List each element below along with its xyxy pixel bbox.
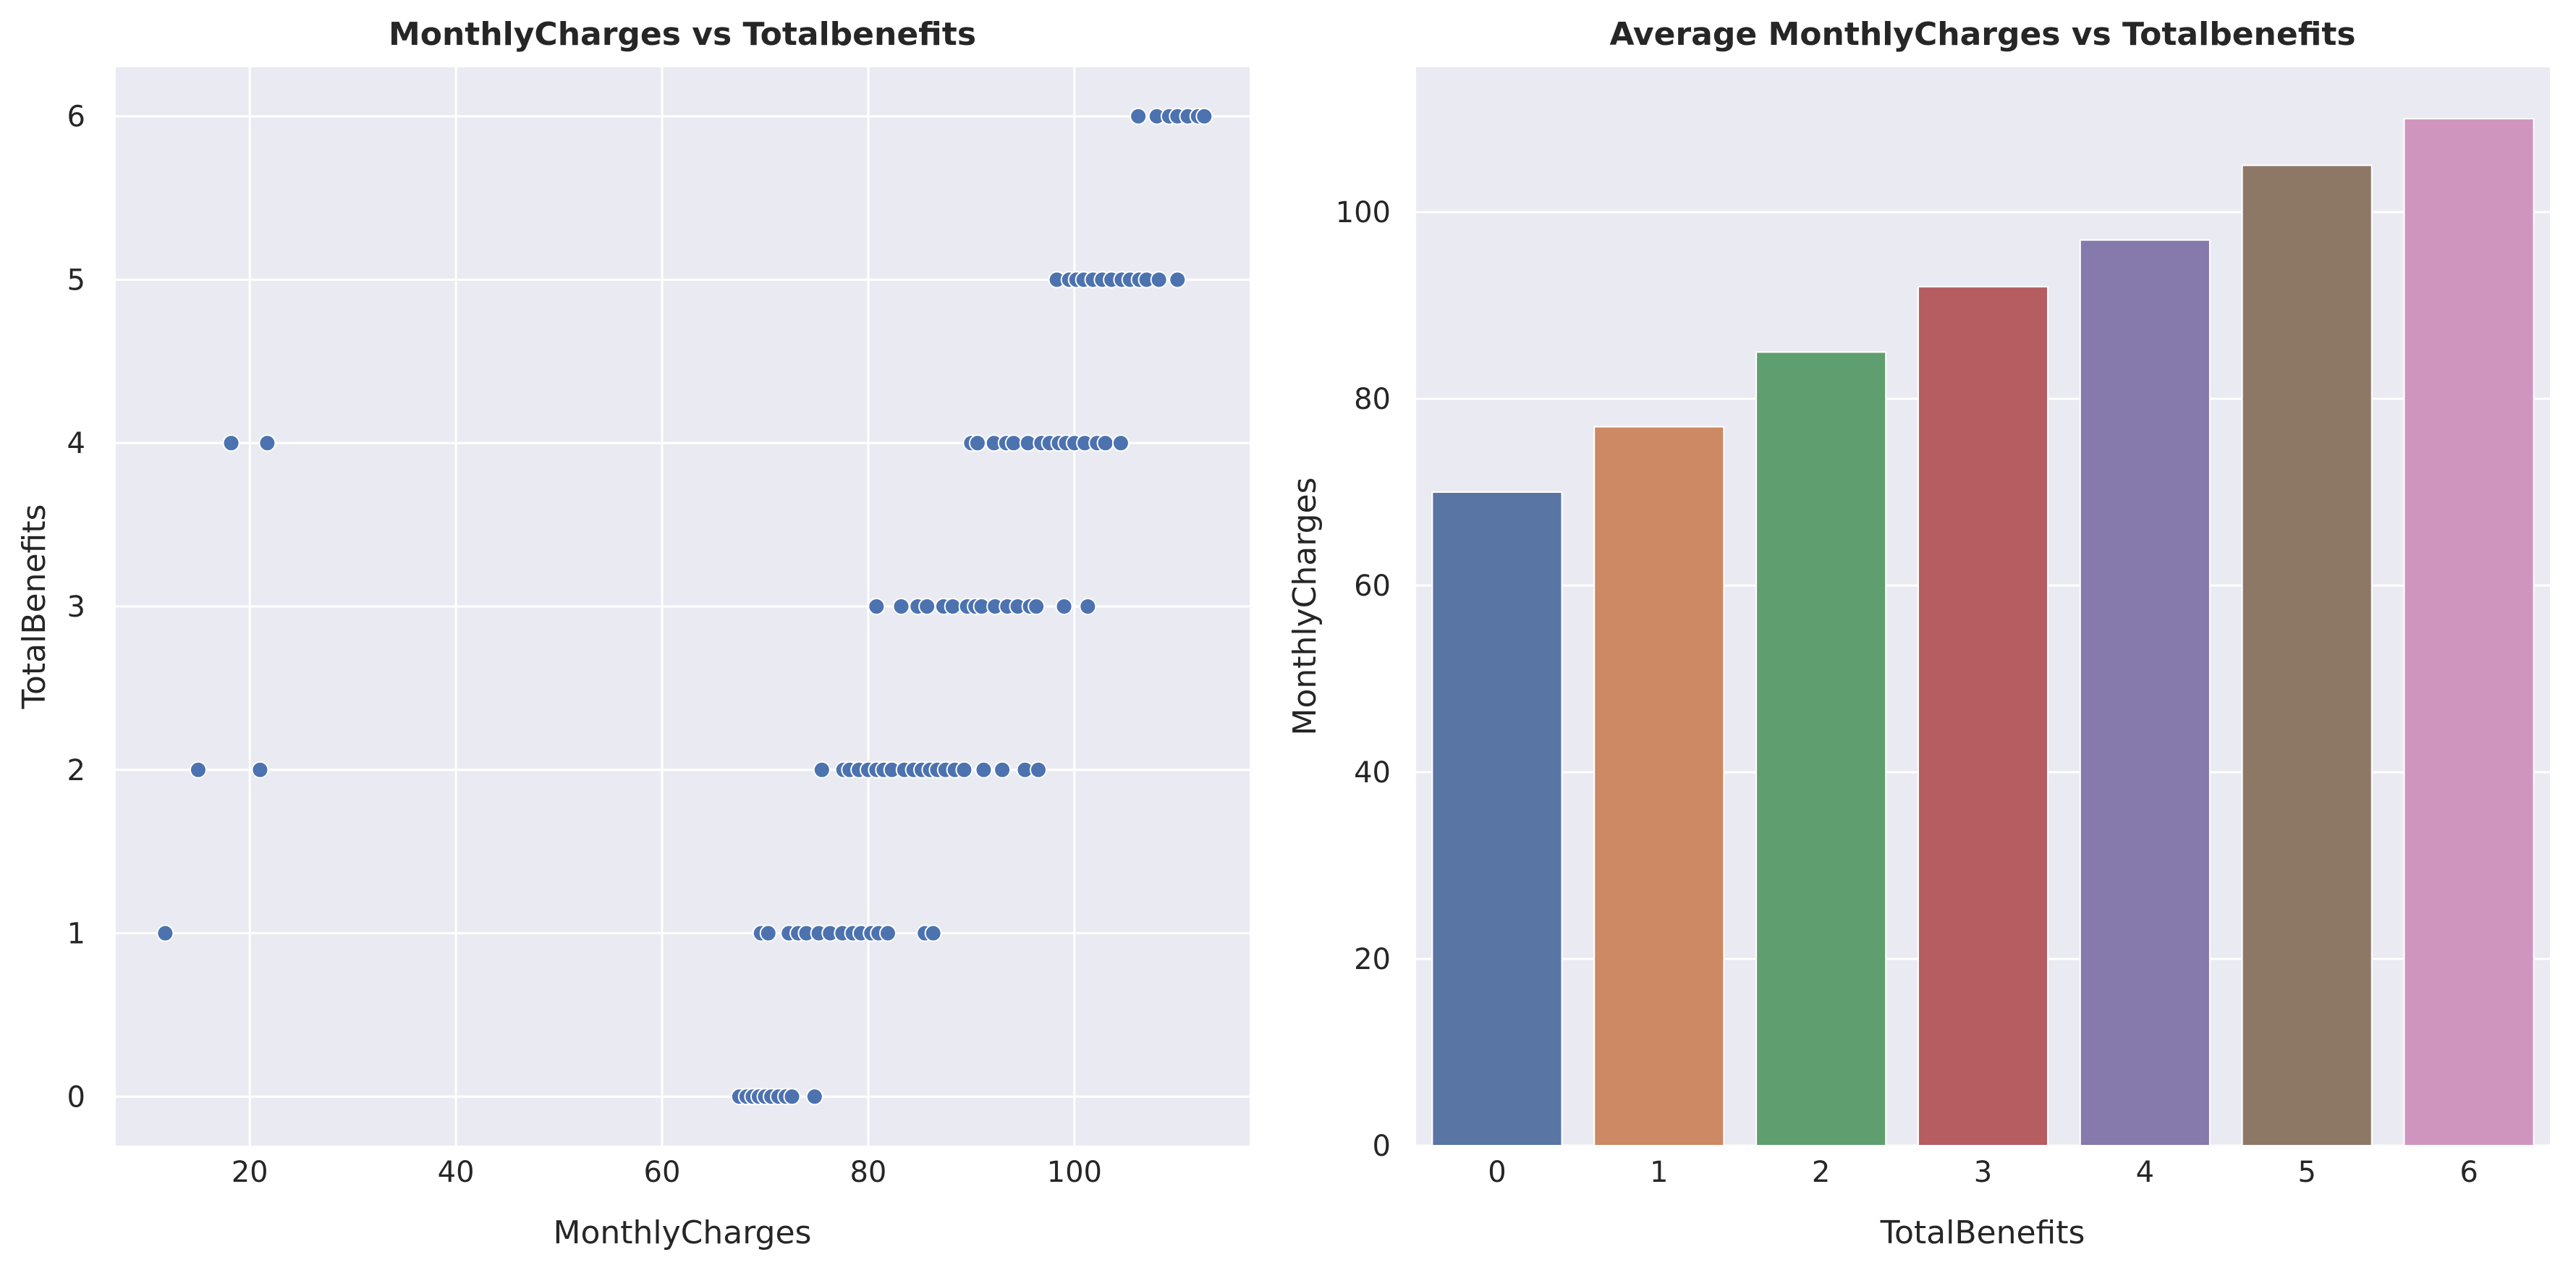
- scatter-point: [258, 434, 276, 452]
- bar-x-tick-label: 2: [1812, 1156, 1830, 1189]
- bar-x-tick-label: 0: [1488, 1156, 1506, 1189]
- bar-3: [1917, 286, 2049, 1147]
- bar-4: [2079, 239, 2211, 1147]
- scatter-x-tick-label: 100: [1047, 1156, 1102, 1189]
- bar-x-tick-label: 4: [2136, 1156, 2154, 1189]
- scatter-y-ticks: 0 1 2 3 4 5 6: [67, 101, 85, 1115]
- scatter-point: [868, 598, 886, 615]
- scatter-point: [813, 761, 831, 779]
- scatter-point: [1079, 598, 1097, 615]
- scatter-point: [918, 598, 936, 615]
- scatter-point: [251, 761, 269, 779]
- scatter-point: [878, 924, 897, 942]
- scatter-y-tick-label: 3: [67, 591, 85, 624]
- bar-6: [2403, 117, 2535, 1146]
- bar-y-tick-label: 80: [1354, 383, 1391, 416]
- bar-x-tick-label: 6: [2460, 1156, 2478, 1189]
- bar-y-ticks: 0 20 40 60 80 100: [1336, 196, 1391, 1163]
- bar-y-tick-label: 60: [1354, 570, 1391, 603]
- scatter-point: [968, 434, 986, 452]
- bar-x-tick-label: 5: [2297, 1156, 2316, 1189]
- bar-x-ticks: 0 1 2 3 4 5 6: [1488, 1156, 2478, 1189]
- scatter-point: [1028, 598, 1046, 615]
- scatter-y-axis-label: TotalBenefits: [16, 504, 53, 710]
- bar-y-tick-label: 40: [1354, 756, 1391, 790]
- bar-x-tick-label: 1: [1650, 1156, 1668, 1189]
- scatter-y-tick-label: 4: [67, 427, 85, 460]
- scatter-point: [1150, 271, 1168, 289]
- scatter-point: [759, 924, 777, 942]
- scatter-y-tick-label: 6: [67, 101, 85, 134]
- scatter-y-tick-label: 2: [67, 754, 85, 787]
- bar-0: [1431, 491, 1563, 1146]
- scatter-point: [805, 1088, 823, 1106]
- scatter-x-axis-label: MonthlyCharges: [554, 1214, 812, 1251]
- scatter-point: [783, 1088, 801, 1106]
- bar-y-tick-label: 20: [1354, 943, 1391, 976]
- scatter-title: MonthlyCharges vs Totalbenefits: [389, 16, 976, 53]
- scatter-point: [944, 598, 962, 615]
- bar-title: Average MonthlyCharges vs Totalbenefits: [1609, 16, 2355, 53]
- scatter-point: [1130, 107, 1148, 125]
- bar-subplot: 0 1 2 3 4 5 6 0 20 40 60 80 100 Average MonthlyChar…: [1287, 16, 2550, 1251]
- scatter-point: [955, 761, 973, 779]
- scatter-point: [156, 924, 174, 942]
- scatter-point: [189, 761, 207, 779]
- bar-x-axis-label: TotalBenefits: [1880, 1214, 2085, 1251]
- scatter-x-tick-label: 40: [438, 1156, 475, 1189]
- scatter-point: [892, 598, 910, 615]
- scatter-y-tick-label: 0: [67, 1080, 85, 1114]
- bar-1: [1593, 426, 1725, 1146]
- scatter-points: [156, 107, 1213, 1106]
- bar-rects: [1431, 117, 2535, 1147]
- scatter-point: [993, 761, 1012, 779]
- scatter-point: [975, 761, 993, 779]
- bar-y-tick-label: 0: [1373, 1130, 1391, 1163]
- scatter-point: [222, 434, 240, 452]
- scatter-x-ticks: 20 40 60 80 100: [232, 1156, 1102, 1189]
- bar-5: [2241, 164, 2373, 1146]
- scatter-point: [1169, 271, 1187, 289]
- scatter-x-tick-label: 60: [644, 1156, 681, 1189]
- scatter-point: [924, 924, 942, 942]
- scatter-subplot: 20 40 60 80 100 0 1 2 3 4 5 6 MonthlyCharges vs To…: [16, 16, 1250, 1251]
- scatter-point: [1111, 434, 1130, 452]
- bar-y-tick-label: 100: [1336, 196, 1391, 229]
- scatter-point: [1004, 434, 1022, 452]
- scatter-point: [1055, 598, 1073, 615]
- scatter-x-tick-label: 20: [232, 1156, 268, 1189]
- bar-2: [1755, 351, 1887, 1146]
- scatter-x-tick-label: 80: [850, 1156, 886, 1189]
- scatter-y-tick-label: 1: [67, 918, 85, 951]
- scatter-y-tick-label: 5: [67, 263, 85, 297]
- bar-y-axis-label: MonthlyCharges: [1287, 478, 1323, 736]
- bar-x-tick-label: 3: [1974, 1156, 1992, 1189]
- scatter-point: [1195, 107, 1213, 125]
- scatter-point: [1096, 434, 1114, 452]
- scatter-point: [1029, 761, 1047, 779]
